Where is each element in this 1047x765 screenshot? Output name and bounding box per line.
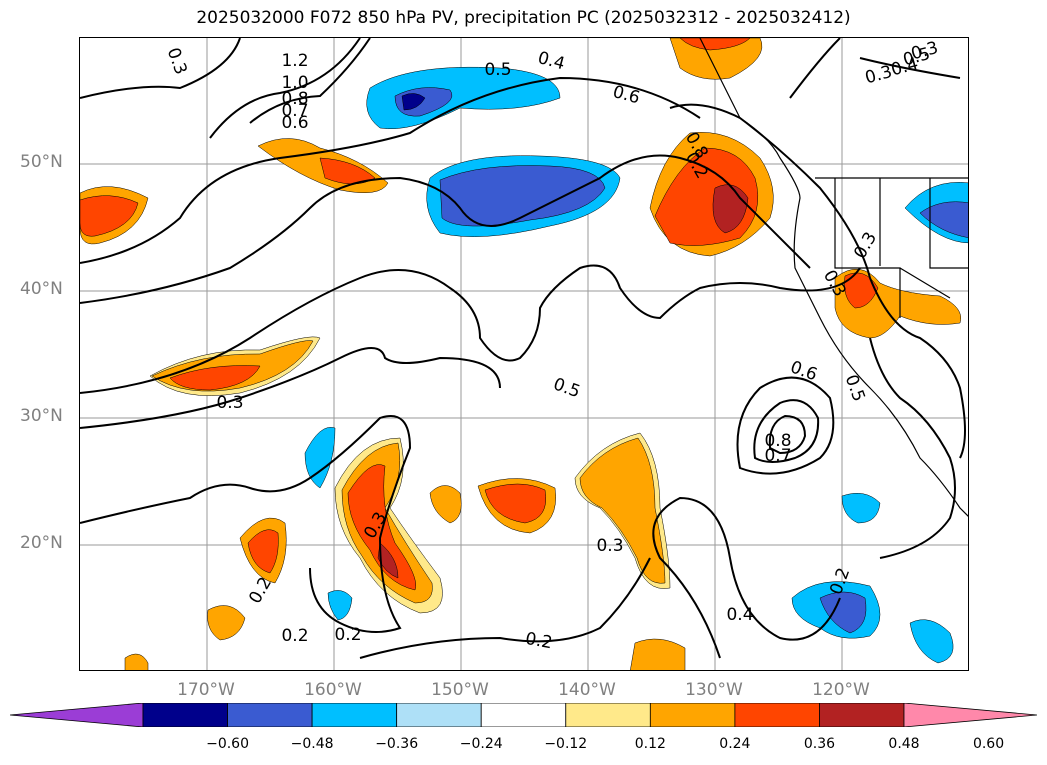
- precip-blob-negative: [401, 93, 426, 111]
- precip-blob-positive: [124, 653, 149, 670]
- colorbar-tick-label: 0.60: [972, 736, 1005, 752]
- precip-blob-positive: [579, 437, 666, 584]
- pv-contour: [652, 496, 841, 659]
- contour-label: 0.5: [551, 374, 583, 402]
- colorbar-cell: [142, 703, 228, 727]
- contour-label: 0.8: [281, 89, 308, 109]
- colorbar: [10, 703, 1037, 727]
- pv-contours: [80, 38, 966, 659]
- lat-label-30n: 30°N: [20, 406, 63, 426]
- contour-label: 0.4: [726, 605, 753, 625]
- contour-label: 0.6: [281, 113, 308, 133]
- contour-label: 1.2: [281, 51, 308, 71]
- pv-contour: [249, 38, 371, 124]
- lon-label-130w: 130°W: [685, 680, 743, 700]
- lat-label-50n: 50°N: [20, 152, 63, 172]
- precip-blob-positive: [169, 365, 261, 391]
- map-canvas: 0.3 1.21.00.80.70.60.5 0.40.60.80.20.30.40…: [80, 38, 968, 670]
- colorbar-cell: [903, 703, 1037, 727]
- pv-contour: [80, 264, 861, 394]
- colorbar-tick-label: 0.24: [719, 736, 751, 752]
- contour-label: 0.3: [909, 38, 940, 64]
- precip-blob-negative: [919, 201, 968, 238]
- contour-label: 1.0: [281, 73, 308, 93]
- contour-label: 0.3: [850, 229, 881, 262]
- colorbar-cell: [819, 703, 905, 727]
- lon-label-160w: 160°W: [304, 680, 362, 700]
- map-panel: 0.3 1.2 1.0 0.8 0.7 0.6 0.5 0.4 0.6 0.8 0.2 0.3 0.4 0…: [79, 37, 969, 671]
- pv-contour: [869, 337, 956, 559]
- lon-label-140w: 140°W: [558, 680, 616, 700]
- contour-label: 0.8: [764, 431, 791, 451]
- precip-blob-positive: [319, 157, 376, 185]
- colorbar-cell: [480, 703, 567, 727]
- precip-shading: [80, 38, 968, 670]
- pv-contour: [80, 154, 811, 304]
- contour-label: 0.3: [163, 45, 191, 77]
- contour-label: 0.2: [281, 626, 308, 646]
- contour-label: 0.6: [788, 357, 820, 385]
- colorbar-cell: [734, 703, 820, 727]
- map-title: 2025032000 F072 850 hPa PV, precipitatio…: [196, 8, 851, 28]
- colorbar-tick-label: −0.48: [290, 736, 334, 752]
- pv-contour: [80, 415, 412, 633]
- colorbar-tick-label: −0.60: [206, 736, 249, 752]
- contour-label: 0.3: [596, 536, 623, 556]
- precip-blob-positive: [207, 605, 246, 641]
- colorbar-cell: [396, 703, 482, 727]
- contour-label: 0.5: [484, 60, 511, 80]
- pv-contour: [209, 38, 361, 139]
- precip-blob-negative: [327, 590, 353, 621]
- contour-label: 0.2: [524, 629, 554, 653]
- contour-label: 0.2: [334, 625, 361, 645]
- precip-blob-negative: [841, 492, 881, 524]
- precip-blob-positive: [80, 195, 139, 237]
- pv-contour: [859, 57, 961, 79]
- coastline: [699, 38, 968, 517]
- precip-blob-negative: [304, 427, 336, 489]
- lon-label-170w: 170°W: [177, 680, 235, 700]
- colorbar-tick-label: 0.36: [803, 736, 836, 752]
- state-borders: [834, 178, 968, 318]
- pv-contour: [789, 38, 841, 99]
- precip-blob-negative: [819, 591, 867, 634]
- pv-contour: [80, 347, 501, 429]
- colorbar-tick-label: −0.24: [459, 736, 503, 752]
- precip-blob-positive: [679, 38, 751, 51]
- pv-contour: [768, 414, 807, 455]
- lat-label-40n: 40°N: [20, 279, 63, 299]
- pv-contour: [80, 38, 241, 99]
- precip-blob-positive: [429, 485, 462, 524]
- pv-contour: [736, 376, 835, 475]
- pv-contour: [753, 399, 820, 463]
- contour-label: 0.5: [841, 372, 869, 404]
- lat-label-20n: 20°N: [20, 533, 63, 553]
- colorbar-cell: [649, 703, 736, 727]
- colorbar-tick-label: −0.12: [544, 736, 588, 752]
- colorbar-cell: [10, 703, 144, 727]
- precip-blob-positive: [484, 483, 547, 524]
- contour-label: 0.3: [216, 393, 243, 413]
- precip-blob-positive: [630, 638, 686, 670]
- contour-label: 0.7: [281, 101, 308, 121]
- pv-contour: [80, 76, 701, 264]
- colorbar-tick-label: −0.36: [375, 736, 419, 752]
- precip-blob-positive: [247, 529, 279, 574]
- contour-label: 0.6: [611, 82, 642, 108]
- precip-blob-positive: [844, 272, 879, 309]
- colorbar-tick-label: 0.48: [888, 736, 920, 752]
- lon-label-150w: 150°W: [431, 680, 489, 700]
- pv-contour: [359, 557, 651, 659]
- lon-label-120w: 120°W: [812, 680, 870, 700]
- precip-blob-negative: [909, 619, 954, 664]
- colorbar-cell: [565, 703, 651, 727]
- contour-label: 0.4: [536, 48, 567, 74]
- coastline-path: [699, 38, 968, 517]
- colorbar-cell: [227, 703, 313, 727]
- colorbar-tick-label: 0.12: [634, 736, 666, 752]
- colorbar-cell: [311, 703, 398, 727]
- contour-label: 0.7: [764, 446, 791, 466]
- precip-blob-positive: [669, 38, 763, 80]
